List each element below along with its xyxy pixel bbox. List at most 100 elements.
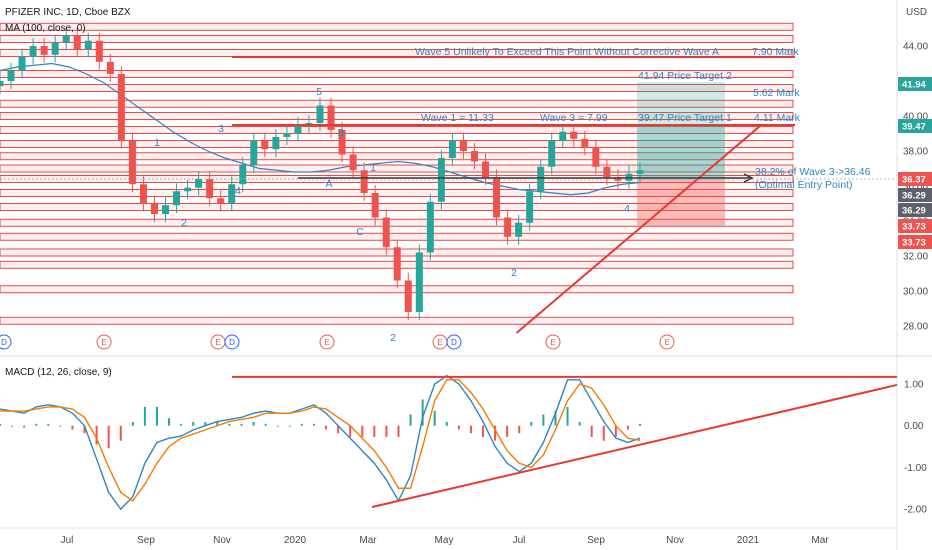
mark-411-label: 4.11 Mark <box>754 112 801 124</box>
time-axis[interactable]: Jul Sep Nov 2020 Mar May Jul Sep Nov 2021 Mar <box>61 535 830 546</box>
macd-histogram-bar <box>155 406 158 426</box>
event-label: E <box>215 338 220 347</box>
macd-histogram-bar <box>578 421 581 426</box>
event-label: D <box>229 338 235 347</box>
macd-histogram-bar <box>626 425 629 430</box>
candle-body <box>437 158 445 202</box>
price-tag <box>898 172 932 186</box>
target1-label: 39.47 Price Target 1 <box>638 112 732 124</box>
candle-body <box>239 165 247 185</box>
macd-histogram-bar <box>542 414 545 426</box>
time-tick: 2020 <box>284 535 307 546</box>
macd-histogram-bar <box>288 425 291 427</box>
price-zone <box>0 152 794 161</box>
macd-line <box>0 374 641 511</box>
candle-body <box>150 203 158 214</box>
macd-tick: -2.00 <box>904 505 927 516</box>
candle-body <box>283 133 291 137</box>
candle-body <box>29 46 37 57</box>
macd-histogram-bar <box>204 421 207 426</box>
macd-axis[interactable]: -2.00 -1.00 0.00 1.00 <box>904 380 927 516</box>
candle-body <box>470 151 478 162</box>
macd-histogram-bar <box>83 425 86 434</box>
macd-histogram-bar <box>228 423 231 426</box>
macd-histogram-bar <box>35 423 38 426</box>
candle-body <box>95 40 103 62</box>
macd-histogram-bar <box>385 425 388 437</box>
price-tags: 41.94 39.47 36.37 36.29 36.29 33.73 33.73 <box>898 77 932 249</box>
candle-body <box>515 222 523 237</box>
macd-histogram-bar <box>131 421 134 426</box>
candle-body <box>382 217 390 248</box>
price-tag <box>898 219 932 233</box>
candle-body <box>217 198 225 204</box>
dividend-marker <box>0 334 12 350</box>
candle-body <box>84 40 92 50</box>
macd-histogram-bar <box>457 425 460 430</box>
candle-body <box>404 280 412 312</box>
wave-label: B <box>337 127 344 139</box>
entry-arrow-head <box>743 173 754 183</box>
candle-body <box>228 184 236 204</box>
macd-histogram-bar <box>95 425 98 445</box>
wave-label: 2 <box>390 332 396 344</box>
time-tick: Mar <box>359 535 377 546</box>
macd-histogram-bar <box>349 425 352 437</box>
macd-histogram-bar <box>639 423 641 426</box>
price-zone <box>0 35 794 43</box>
symbol-title: PFIZER INC, 1D, Cboe BZX <box>5 7 131 18</box>
time-tick: Sep <box>137 535 155 546</box>
macd-histogram-bar <box>300 423 303 426</box>
macd-histogram-bar <box>445 421 448 426</box>
event-label: E <box>437 338 442 347</box>
wave-label: 2 <box>181 217 187 229</box>
wave1-label: Wave 1 = 11.33 <box>421 112 494 124</box>
macd-histogram-bar <box>168 418 171 426</box>
wave-label: 4 <box>235 185 241 197</box>
price-zone <box>0 218 794 227</box>
ma-legend: MA (100, close, 0) <box>5 23 86 34</box>
price-zone <box>0 22 794 31</box>
wave-label: 2 <box>511 267 517 279</box>
price-tag-label: 36.29 <box>902 191 926 202</box>
target2-label: 41.94 Price Target 2 <box>638 70 732 82</box>
price-tag-label: 41.94 <box>902 80 926 91</box>
macd-histogram-bar <box>23 425 26 428</box>
candle-body <box>250 140 258 165</box>
candle-body <box>526 191 534 223</box>
candle-body <box>162 205 170 214</box>
event-label: D <box>451 338 457 347</box>
candle-body <box>603 166 611 178</box>
price-zone <box>0 285 794 294</box>
macd-histogram-bar <box>518 425 521 434</box>
price-zone <box>0 112 794 120</box>
candle-body <box>173 191 181 206</box>
price-tag-label: 36.29 <box>902 206 926 217</box>
macd-histogram-bar <box>240 423 243 426</box>
moving-average <box>0 62 641 196</box>
macd-histogram-bar <box>469 425 472 434</box>
macd-legend: MACD (12, 26, close, 9) <box>5 367 112 378</box>
support-trendline <box>515 123 763 334</box>
candle-body <box>139 184 147 204</box>
macd-histogram-bar <box>107 425 110 449</box>
entry-label: 38.2% of Wave 3->36.46 <box>755 166 871 178</box>
candle-body <box>448 140 456 158</box>
macd-histogram-bar <box>143 406 146 426</box>
time-tick: Nov <box>213 535 231 546</box>
macd-histogram-bar <box>602 425 605 441</box>
macd-histogram-bar <box>312 423 315 426</box>
price-tag <box>898 203 932 217</box>
earnings-marker <box>96 334 112 350</box>
earnings-marker <box>659 334 675 350</box>
candle-body <box>459 140 467 151</box>
wave3-label: Wave 3 = 7.99 <box>540 112 608 124</box>
macd-tick: -1.00 <box>904 463 927 474</box>
candle-body <box>128 140 136 185</box>
price-tag-label: 33.73 <box>902 238 926 249</box>
wave-label: 1 <box>370 162 376 174</box>
